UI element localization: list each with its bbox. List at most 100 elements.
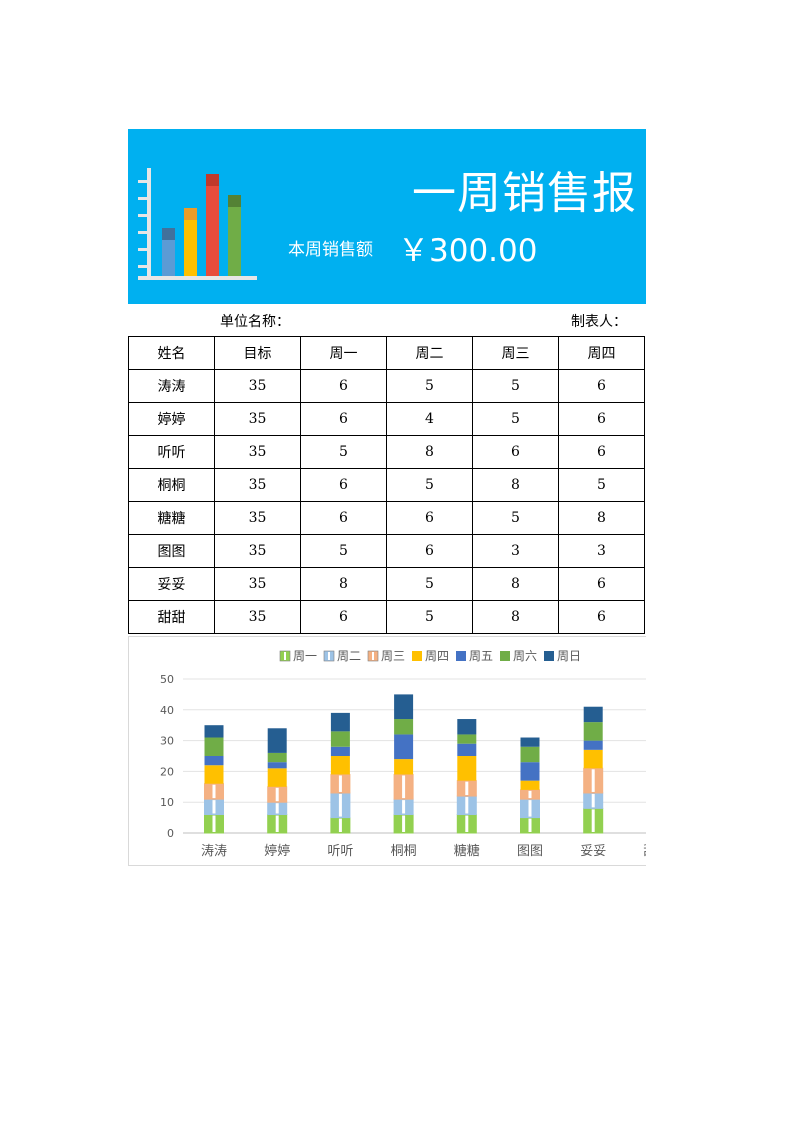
table-cell[interactable]: 35 [214,567,301,601]
weekly-sales-chart: 0 10 20 30 40 50 涛涛 婷婷 听听 桐桐 糖糖 图图 妥妥 甜甜 周一 周二 周三 周四 周五 周六 周… [128,636,646,866]
table-cell[interactable]: 6 [300,501,387,535]
legend-swatch [456,651,466,661]
stacked-bar-chart: 0 10 20 30 40 50 涛涛 婷婷 听听 桐桐 糖糖 图图 妥妥 甜甜 周一 周二 周三 周四 周五 周六 周… [160,649,646,859]
x-tick-label: 甜甜 [643,843,646,859]
bar-segment-highlight [275,787,279,802]
table-cell[interactable]: 8 [386,435,473,469]
bar-segment [267,762,287,769]
table-cell[interactable]: 5 [386,600,473,634]
bar-segment-highlight [402,815,406,832]
table-cell[interactable]: 听听 [128,435,215,469]
y-tick-label: 50 [160,673,174,686]
bar-segment-highlight [402,775,406,799]
table-cell[interactable]: 8 [558,501,645,535]
bar-segment [583,740,603,750]
table-cell[interactable]: 35 [214,600,301,634]
header-cell: 目标 [214,336,301,370]
weekly-sales-amount: ￥300.00 [398,233,538,269]
legend-swatch-highlight [328,652,330,660]
legend-label: 周一 [293,649,317,663]
bar-segment-highlight [338,793,342,817]
table-cell[interactable]: 桐桐 [128,468,215,502]
table-cell[interactable]: 6 [558,567,645,601]
table-cell[interactable]: 6 [386,501,473,535]
bar-segment [330,756,350,775]
table-row: 婷婷 35 6 4 5 6 [128,402,645,436]
bar-segment [457,743,477,756]
sales-table: 姓名 目标 周一 周二 周三 周四 涛涛 35 6 5 5 6 婷婷 35 6 … [128,336,645,634]
bar-segment-highlight [528,800,532,817]
table-cell[interactable]: 5 [472,402,559,436]
table-cell[interactable]: 6 [558,600,645,634]
table-cell[interactable]: 6 [386,534,473,568]
table-cell[interactable]: 6 [558,369,645,403]
table-row: 听听 35 5 8 6 6 [128,435,645,469]
legend-swatch-highlight [372,652,374,660]
legend-label: 周三 [381,649,405,663]
x-tick-label: 涛涛 [201,843,227,859]
bar-segment-highlight [212,784,216,799]
table-cell[interactable]: 6 [300,600,387,634]
table-cell[interactable]: 5 [472,369,559,403]
table-cell[interactable]: 6 [558,435,645,469]
bar-segment-highlight [528,790,532,799]
table-cell[interactable]: 8 [472,567,559,601]
table-cell[interactable]: 涛涛 [128,369,215,403]
table-cell[interactable]: 3 [558,534,645,568]
table-cell[interactable]: 图图 [128,534,215,568]
table-header-row: 姓名 目标 周一 周二 周三 周四 [128,336,645,370]
y-tick-label: 40 [160,704,174,717]
header-cell: 周一 [300,336,387,370]
table-cell[interactable]: 3 [472,534,559,568]
bar-segment-highlight [338,775,342,792]
table-cell[interactable]: 35 [214,501,301,535]
table-cell[interactable]: 35 [214,435,301,469]
table-cell[interactable]: 8 [472,600,559,634]
table-cell[interactable]: 妥妥 [128,567,215,601]
x-tick-label: 听听 [327,844,353,859]
bar-segment [394,694,414,720]
table-cell[interactable]: 婷婷 [128,402,215,436]
bar-segment-highlight [212,800,216,814]
bar-segment [520,762,540,781]
table-cell[interactable]: 甜甜 [128,600,215,634]
y-tick-label: 20 [160,765,174,778]
table-cell[interactable]: 5 [386,468,473,502]
weekly-sales-label: 本周销售额 [288,240,373,260]
table-cell[interactable]: 35 [214,468,301,502]
bar-segment [204,765,224,784]
table-cell[interactable]: 4 [386,402,473,436]
table-cell[interactable]: 6 [300,402,387,436]
bar-chart-logo-icon [138,168,257,280]
legend-swatch [500,651,510,661]
bar-segment-highlight [465,797,469,814]
bar-segment-highlight [465,815,469,832]
table-body: 涛涛 35 6 5 5 6 婷婷 35 6 4 5 6 听听 35 5 8 6 [128,369,645,634]
legend-label: 周日 [557,649,581,663]
table-cell[interactable]: 糖糖 [128,501,215,535]
bar-segment-highlight [591,793,595,808]
table-cell[interactable]: 6 [300,369,387,403]
table-cell[interactable]: 35 [214,402,301,436]
table-cell[interactable]: 8 [472,468,559,502]
header-cell: 周四 [558,336,645,370]
table-cell[interactable]: 6 [558,402,645,436]
table-cell[interactable]: 5 [300,534,387,568]
report-sheet: 一周销售报 本周销售额 ￥300.00 单位名称： 制表人： 姓名 目标 周一 … [128,129,646,869]
bar-segment [204,725,224,738]
bar-segment [267,728,287,753]
table-cell[interactable]: 5 [386,567,473,601]
table-cell[interactable]: 5 [472,501,559,535]
table-cell[interactable]: 35 [214,534,301,568]
bar-segment [394,759,414,775]
table-cell[interactable]: 35 [214,369,301,403]
table-cell[interactable]: 5 [386,369,473,403]
table-cell[interactable]: 6 [472,435,559,469]
unit-name-label: 单位名称： [220,314,290,330]
table-cell[interactable]: 6 [300,468,387,502]
bar-segment [457,734,477,744]
table-cell[interactable]: 8 [300,567,387,601]
table-cell[interactable]: 5 [558,468,645,502]
table-cell[interactable]: 5 [300,435,387,469]
y-tick-label: 0 [167,827,174,840]
